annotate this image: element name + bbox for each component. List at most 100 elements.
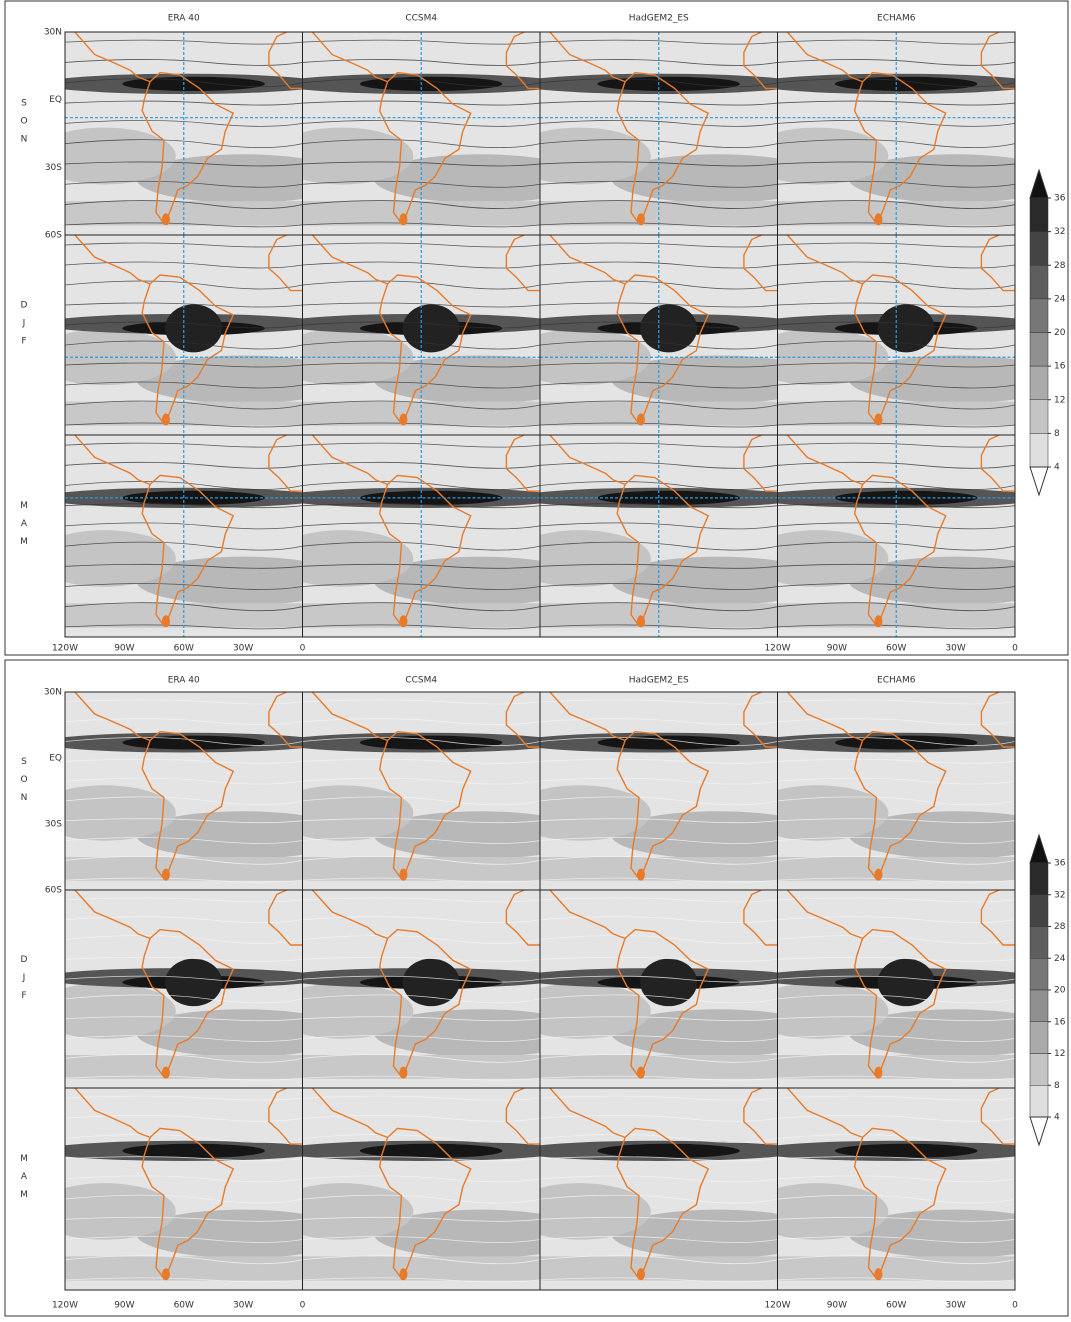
band bbox=[403, 959, 460, 1007]
coastline bbox=[399, 615, 407, 627]
row-label: O bbox=[20, 117, 27, 127]
lon-label: 60W bbox=[174, 644, 194, 654]
coastline bbox=[399, 1067, 407, 1079]
colorbar-segment bbox=[1030, 1054, 1048, 1086]
shade bbox=[33, 1183, 176, 1240]
row-label: D bbox=[21, 301, 28, 311]
colorbar-label: 4 bbox=[1054, 463, 1060, 473]
row-label: O bbox=[20, 775, 27, 785]
shade bbox=[65, 857, 303, 881]
shade bbox=[778, 1055, 1016, 1079]
coastline bbox=[637, 1067, 645, 1079]
column-title: ERA 40 bbox=[168, 676, 200, 686]
shade bbox=[33, 530, 176, 587]
coastline bbox=[162, 1067, 170, 1079]
band bbox=[640, 304, 697, 352]
coastline bbox=[399, 869, 407, 881]
colorbar-label: 36 bbox=[1054, 859, 1066, 869]
row-label: F bbox=[21, 991, 26, 1001]
coastline bbox=[162, 1268, 170, 1280]
lat-label: EQ bbox=[49, 95, 62, 105]
band bbox=[878, 304, 935, 352]
row-label: F bbox=[21, 337, 26, 347]
coastline bbox=[874, 413, 882, 425]
colorbar-label: 8 bbox=[1054, 1081, 1060, 1091]
colorbar-label: 24 bbox=[1054, 294, 1066, 304]
lat-label: 60S bbox=[45, 231, 62, 241]
row-label: A bbox=[21, 1172, 28, 1182]
colorbar-segment bbox=[1030, 366, 1048, 400]
coastline bbox=[874, 1268, 882, 1280]
colorbar-segment bbox=[1030, 1085, 1048, 1117]
colorbar-label: 16 bbox=[1054, 362, 1066, 372]
row-label: M bbox=[20, 537, 28, 547]
lon-label: 60W bbox=[886, 1301, 906, 1311]
row-label: M bbox=[20, 501, 28, 511]
colorbar-label: 28 bbox=[1054, 261, 1066, 271]
band bbox=[165, 304, 222, 352]
coastline bbox=[399, 413, 407, 425]
colorbar-label: 28 bbox=[1054, 922, 1066, 932]
lon-label: 90W bbox=[114, 1301, 134, 1311]
shade bbox=[778, 857, 1016, 881]
shade bbox=[778, 1256, 1016, 1280]
colorbar-segment bbox=[1030, 198, 1048, 232]
lon-label: 30W bbox=[945, 1301, 965, 1311]
colorbar-cap bbox=[1030, 170, 1048, 198]
colorbar-segment bbox=[1030, 990, 1048, 1022]
colorbar-segment bbox=[1030, 958, 1048, 990]
colorbar-segment bbox=[1030, 1022, 1048, 1054]
shade bbox=[303, 857, 541, 881]
row-label: M bbox=[20, 1154, 28, 1164]
lon-label: 120W bbox=[764, 644, 790, 654]
colorbar-segment bbox=[1030, 400, 1048, 434]
colorbar-label: 16 bbox=[1054, 1017, 1066, 1027]
colorbar-label: 36 bbox=[1054, 194, 1066, 204]
colorbar-label: 8 bbox=[1054, 429, 1060, 439]
row-label: N bbox=[21, 135, 28, 145]
lat-label: 30N bbox=[44, 28, 62, 38]
row-label: J bbox=[22, 319, 26, 329]
lat-label: EQ bbox=[49, 754, 62, 764]
row-label: A bbox=[21, 519, 28, 529]
row-label: S bbox=[21, 757, 27, 767]
shade bbox=[33, 329, 176, 385]
coastline bbox=[637, 1268, 645, 1280]
row-label: N bbox=[21, 793, 28, 803]
shade bbox=[540, 1055, 778, 1079]
coastline bbox=[162, 869, 170, 881]
lon-label: 0 bbox=[1012, 1301, 1018, 1311]
coastline bbox=[162, 413, 170, 425]
lat-label: 30S bbox=[45, 163, 62, 173]
coastline bbox=[162, 213, 170, 225]
colorbar-cap bbox=[1030, 467, 1048, 495]
lon-label: 0 bbox=[1012, 644, 1018, 654]
colorbar-label: 20 bbox=[1054, 986, 1066, 996]
lon-label: 90W bbox=[114, 644, 134, 654]
shade bbox=[540, 1256, 778, 1280]
colorbar-segment bbox=[1030, 333, 1048, 367]
colorbar-cap bbox=[1030, 1117, 1048, 1145]
coastline bbox=[874, 213, 882, 225]
lon-label: 90W bbox=[827, 1301, 847, 1311]
lon-label: 60W bbox=[886, 644, 906, 654]
coastline bbox=[637, 413, 645, 425]
colorbar-segment bbox=[1030, 927, 1048, 959]
coastline bbox=[162, 615, 170, 627]
column-title: ERA 40 bbox=[168, 14, 200, 24]
band bbox=[640, 959, 697, 1007]
colorbar-cap bbox=[1030, 835, 1048, 863]
lon-label: 120W bbox=[764, 1301, 790, 1311]
colorbar-segment bbox=[1030, 433, 1048, 467]
row-label: J bbox=[22, 973, 26, 983]
column-title: HadGEM2_ES bbox=[629, 14, 689, 24]
colorbar-segment bbox=[1030, 895, 1048, 927]
coastline bbox=[874, 869, 882, 881]
colorbar-label: 4 bbox=[1054, 1113, 1060, 1123]
lat-label: 30N bbox=[44, 688, 62, 698]
shade bbox=[303, 1256, 541, 1280]
shade bbox=[33, 983, 176, 1038]
colorbar-segment bbox=[1030, 299, 1048, 333]
lat-label: 60S bbox=[45, 886, 62, 896]
lon-label: 0 bbox=[300, 644, 306, 654]
